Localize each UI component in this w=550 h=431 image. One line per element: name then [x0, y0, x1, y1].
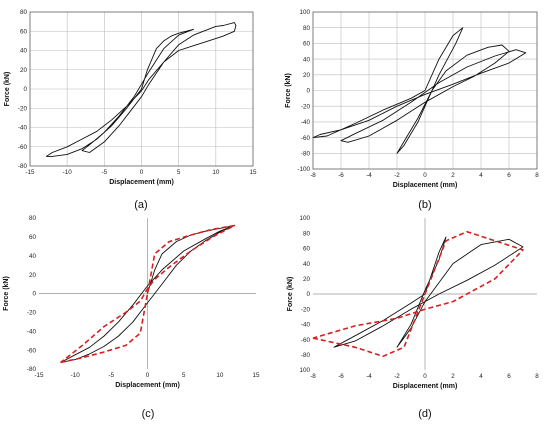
chart-panel: -8 -6 -4 -2 0 2 4 6 8-100-80-60-40-2002040608010… [285, 9, 539, 211]
y-axis-title: Force (kN) [3, 276, 10, 311]
y-tick-label: -80 [301, 151, 311, 158]
x-tick-label: -8 [310, 373, 316, 380]
x-tick-label: -15 [34, 372, 44, 379]
y-tick-label: 100 [299, 215, 310, 222]
x-tick-label: -5 [102, 169, 108, 176]
y-tick-label: 20 [303, 72, 311, 79]
x-tick-label: 0 [423, 373, 427, 380]
x-tick-label: 15 [249, 169, 257, 176]
panel-label: (d) [418, 408, 431, 420]
plot-frame [29, 11, 254, 167]
y-tick-label: 0 [306, 291, 310, 298]
chart-panel: -15 -10 -5 0 5 10 15 -80 -60 -40 -20 0 20 40 60 80 Displ… [3, 215, 260, 420]
x-tick-label: 0 [140, 169, 144, 176]
x-tick-label: 2 [451, 172, 455, 179]
y-tick-label: 60 [303, 246, 311, 253]
x-tick-label: 10 [212, 169, 220, 176]
x-tick-label: 5 [182, 372, 186, 379]
x-tick-label: 8 [535, 373, 539, 380]
chart-panel: -8 -6 -4 -2 0 2 4 6 8100-80-60-40-20020406080100… [287, 215, 539, 420]
y-tick-label: 80 [303, 25, 311, 32]
y-tick-label: 80 [303, 230, 311, 237]
x-tick-label: -10 [71, 372, 81, 379]
x-tick-label: 8 [535, 172, 539, 179]
x-tick-label: 6 [507, 373, 511, 380]
y-tick-label: 20 [303, 276, 311, 283]
y-tick-label: 20 [29, 272, 37, 279]
x-axis-title: Displacement (mm) [393, 383, 458, 390]
x-axis-title: Displacement (mm) [109, 179, 174, 186]
y-tick-label: -60 [27, 347, 37, 354]
y-axis-title: Force (kN) [285, 73, 292, 108]
x-tick-label: 2 [451, 373, 455, 380]
y-tick-label: -20 [27, 310, 37, 317]
x-tick-label: -6 [338, 373, 344, 380]
y-tick-label: 80 [20, 9, 28, 16]
y-tick-label: -60 [301, 337, 311, 344]
y-tick-label: -60 [301, 135, 311, 142]
x-tick-label: 6 [507, 172, 511, 179]
y-tick-label: 0 [32, 291, 36, 298]
chart-panel: -15 -10 -5 0 5 10 15 -80 -60 -40 -20 0 20 40 60 80 Displ… [4, 9, 257, 211]
envelope-curve [312, 230, 524, 358]
y-tick-label: 60 [303, 41, 311, 48]
hysteresis-curve [312, 27, 527, 154]
panel-label: (c) [142, 408, 155, 420]
y-tick-label: -20 [301, 306, 311, 313]
x-tick-label: -10 [63, 169, 73, 176]
hysteresis-curve [45, 22, 237, 157]
x-tick-label: 15 [252, 372, 260, 379]
y-tick-label: -40 [301, 322, 311, 329]
x-axis-title: Displacement (mm) [115, 382, 180, 389]
y-tick-label: -20 [18, 105, 28, 112]
y-tick-label: -80 [18, 163, 28, 170]
plot-frame [312, 11, 538, 170]
y-tick-label: 40 [303, 261, 311, 268]
x-tick-label: -15 [25, 169, 35, 176]
y-axis-title: Force (kN) [4, 72, 11, 107]
y-tick-label: -100 [297, 166, 310, 173]
x-tick-label: -4 [366, 373, 372, 380]
x-tick-label: 0 [146, 372, 150, 379]
y-tick-label: -80 [301, 352, 311, 359]
x-tick-label: -4 [366, 172, 372, 179]
y-tick-label: 40 [29, 253, 37, 260]
panel-label: (b) [418, 199, 431, 211]
y-tick-label: -60 [18, 144, 28, 151]
y-tick-label: -40 [27, 328, 37, 335]
envelope-curve [60, 224, 236, 364]
y-tick-label: 0 [23, 86, 27, 93]
y-tick-label: 0 [306, 88, 310, 95]
y-axis-title: Force (kN) [287, 277, 294, 312]
x-tick-label: 10 [216, 372, 224, 379]
hysteresis-curve [333, 236, 524, 348]
y-tick-label: 60 [20, 28, 28, 35]
y-tick-label: 20 [20, 67, 28, 74]
x-tick-label: -5 [109, 372, 115, 379]
panel-label: (a) [134, 199, 147, 211]
y-tick-label: -40 [18, 125, 28, 132]
x-tick-label: 4 [479, 172, 483, 179]
y-tick-label: 40 [303, 56, 311, 63]
y-tick-label: -80 [27, 366, 37, 373]
x-tick-label: 0 [423, 172, 427, 179]
x-tick-label: -2 [394, 373, 400, 380]
x-tick-label: 5 [177, 169, 181, 176]
x-tick-label: -2 [394, 172, 400, 179]
hysteresis-curve [60, 225, 235, 363]
y-tick-label: 60 [29, 234, 37, 241]
x-tick-label: -6 [338, 172, 344, 179]
y-tick-label: 100 [299, 367, 310, 374]
y-tick-label: 100 [299, 9, 310, 16]
y-tick-label: 40 [20, 48, 28, 55]
x-tick-label: -8 [310, 172, 316, 179]
x-axis-title: Displacement (mm) [393, 182, 458, 189]
y-tick-label: -40 [301, 119, 311, 126]
y-tick-label: -20 [301, 103, 311, 110]
y-tick-label: 80 [29, 215, 37, 222]
x-tick-label: 4 [479, 373, 483, 380]
